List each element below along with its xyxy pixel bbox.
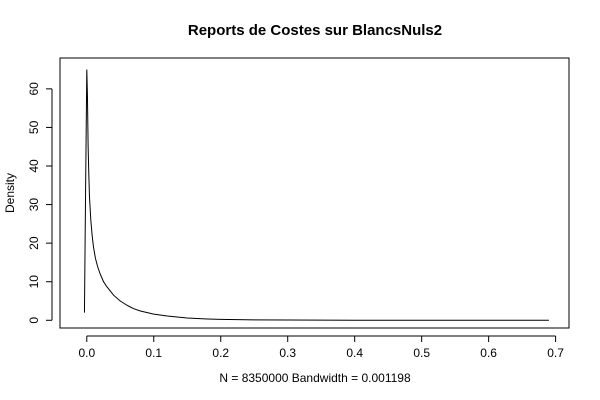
y-tick-label: 40: [27, 159, 41, 173]
y-tick-label: 0: [27, 317, 41, 324]
chart-title: Reports de Costes sur BlancsNuls2: [188, 22, 442, 39]
x-tick-label: 0.1: [145, 346, 162, 360]
x-tick-label: 0.2: [212, 346, 229, 360]
x-tick-label: 0.0: [78, 346, 95, 360]
x-tick-label: 0.4: [346, 346, 363, 360]
x-axis-label: N = 8350000 Bandwidth = 0.001198: [219, 371, 411, 385]
y-tick-label: 10: [27, 275, 41, 289]
y-tick-label: 20: [27, 236, 41, 250]
plot-area: [59, 57, 570, 329]
y-tick-label: 50: [27, 120, 41, 134]
y-axis: 0 10 20 30 40 50 60: [27, 82, 53, 324]
x-tick-label: 0.5: [413, 346, 430, 360]
x-tick-label: 0.7: [547, 346, 564, 360]
x-axis: 0.0 0.1 0.2 0.3 0.4 0.5 0.6 0.7: [78, 335, 564, 360]
x-tick-label: 0.3: [279, 346, 296, 360]
x-tick-label: 0.6: [480, 346, 497, 360]
y-tick-label: 60: [27, 82, 41, 96]
y-tick-label: 30: [27, 198, 41, 212]
density-line: [83, 69, 549, 321]
y-axis-label: Density: [3, 173, 17, 213]
